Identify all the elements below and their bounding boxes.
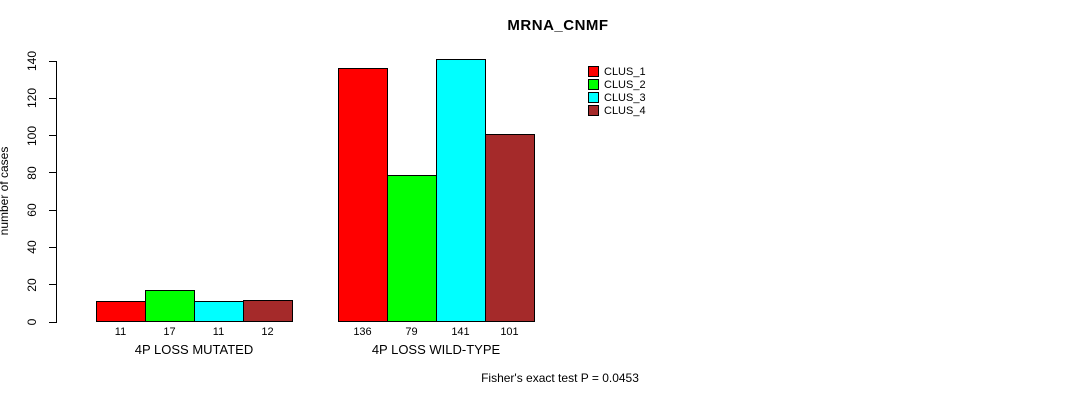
y-axis-label: number of cases — [0, 146, 11, 236]
bar-clus_1-2 — [338, 68, 388, 322]
legend-item-clus_3: CLUS_3 — [588, 91, 646, 104]
y-axis-tick-label: 120 — [25, 88, 39, 109]
legend-label: CLUS_3 — [604, 91, 646, 104]
bar-clus_2-1 — [145, 290, 195, 322]
bar-clus_2-2 — [387, 174, 437, 322]
bar-value-label: 141 — [451, 326, 470, 338]
y-axis-tick-label: 100 — [25, 125, 39, 146]
legend-item-clus_4: CLUS_4 — [588, 104, 646, 117]
y-axis-tick-mark — [49, 284, 57, 286]
bar-value-label: 11 — [114, 326, 127, 338]
y-axis-tick-label: 60 — [25, 203, 39, 217]
legend-item-clus_2: CLUS_2 — [588, 78, 646, 91]
y-axis-tick-mark — [49, 172, 57, 174]
legend-swatch — [588, 79, 599, 90]
legend-label: CLUS_1 — [604, 65, 646, 78]
y-axis-tick-mark — [49, 135, 57, 137]
group-label: 4P LOSS MUTATED — [134, 342, 254, 357]
bar-value-label: 79 — [405, 326, 418, 338]
y-axis-tick-label: 140 — [25, 50, 39, 72]
bar-value-label: 136 — [353, 326, 372, 338]
legend-swatch — [588, 105, 599, 116]
y-axis-tick-mark — [49, 246, 57, 248]
y-axis-tick-label: 0 — [25, 318, 39, 326]
legend: CLUS_1 CLUS_2 CLUS_3 CLUS_4 — [588, 65, 646, 117]
legend-label: CLUS_2 — [604, 78, 646, 91]
annotation-text: Fisher's exact test P = 0.0453 — [481, 371, 639, 385]
bar-value-label: 12 — [261, 326, 274, 338]
legend-swatch — [588, 66, 599, 77]
bar-clus_1-1 — [96, 301, 146, 322]
y-axis-tick-mark — [49, 321, 57, 323]
y-axis-tick-label: 80 — [25, 166, 39, 180]
bar-clus_3-2 — [436, 59, 486, 322]
y-axis-tick-mark — [49, 60, 57, 62]
bar-value-label: 11 — [212, 326, 225, 338]
bar-value-label: 101 — [500, 326, 519, 338]
y-axis-line — [56, 61, 57, 323]
legend-swatch — [588, 92, 599, 103]
legend-item-clus_1: CLUS_1 — [588, 65, 646, 78]
y-axis-tick-label: 40 — [25, 240, 39, 255]
y-axis-tick-mark — [49, 209, 57, 211]
y-axis-tick-label: 20 — [25, 278, 39, 292]
bar-clus_4-1 — [243, 299, 293, 322]
bar-clus_3-1 — [194, 301, 244, 322]
group-label: 4P LOSS WILD-TYPE — [371, 342, 501, 357]
y-axis-tick-mark — [49, 97, 57, 99]
bar-value-label: 17 — [163, 326, 176, 338]
legend-label: CLUS_4 — [604, 104, 646, 117]
bar-clus_4-2 — [485, 133, 535, 322]
chart-title: MRNA_CNMF — [507, 17, 609, 34]
